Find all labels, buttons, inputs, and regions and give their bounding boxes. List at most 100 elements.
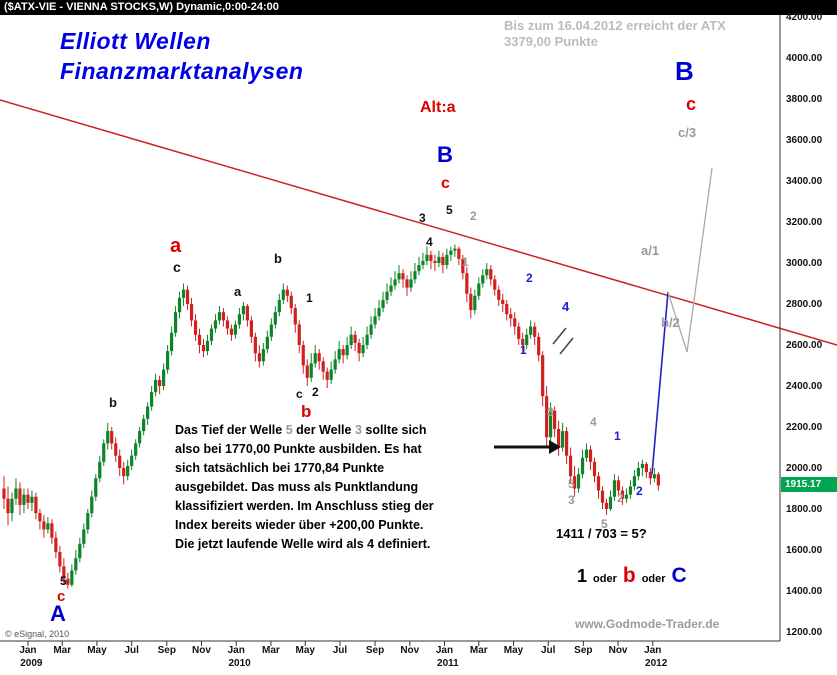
candle-body: [592, 461, 597, 477]
candle-body: [150, 392, 154, 407]
candle-body: [421, 260, 425, 266]
candle-body: [18, 488, 22, 505]
candle-body: [525, 334, 529, 345]
resistance-trendline: [0, 99, 837, 346]
projection-wave-c: [686, 167, 713, 353]
candle-body: [229, 328, 234, 335]
candle-body: [620, 490, 625, 499]
candle-body: [249, 320, 253, 337]
projection-wave-a: [651, 291, 669, 475]
candle-body: [353, 334, 357, 343]
candle-body: [261, 349, 265, 362]
candle-body: [154, 379, 158, 393]
candle-body: [265, 336, 269, 350]
candle-body: [189, 304, 194, 321]
candle-body: [616, 480, 621, 491]
candle-body: [309, 363, 313, 378]
candle-body: [393, 279, 397, 286]
candle-body: [513, 318, 517, 327]
candle-body: [98, 461, 102, 479]
candle-body: [612, 480, 617, 497]
candle-body: [162, 369, 166, 386]
wave4-slash-2: [559, 337, 574, 355]
candle-body: [481, 275, 485, 284]
candle-body: [269, 324, 273, 337]
forecast-line2: 3379,00 Punkte: [504, 34, 598, 49]
candle-body: [441, 256, 445, 266]
candle-body: [349, 334, 353, 345]
candle-body: [74, 558, 78, 571]
candle-body: [22, 494, 26, 505]
candle-body: [321, 361, 325, 372]
candle-body: [46, 523, 50, 530]
candle-body: [413, 271, 417, 280]
candle-body: [285, 289, 289, 296]
candle-body: [537, 336, 541, 356]
candle-body: [545, 396, 549, 438]
candle-body: [325, 371, 329, 380]
alternative-count: 1 oder b oder C: [577, 564, 687, 588]
candle-body: [50, 523, 54, 538]
candle-body: [273, 312, 277, 325]
candle-body: [66, 578, 70, 585]
candle-body: [425, 254, 429, 261]
candle-body: [521, 338, 525, 345]
candle-body: [409, 279, 413, 288]
candle-body: [369, 324, 373, 335]
candle-body: [122, 468, 126, 477]
candle-body: [86, 513, 90, 530]
candle-body: [656, 474, 660, 486]
candle-body: [557, 429, 561, 448]
candle-body: [584, 449, 589, 458]
ratio-note: 1411 / 703 = 5?: [556, 526, 647, 541]
candle-body: [54, 537, 58, 553]
candle-body: [205, 340, 210, 352]
brand-watermark: Elliott Wellen Finanzmarktanalysen: [60, 26, 303, 86]
candle-body: [78, 543, 82, 559]
candle-body: [561, 431, 565, 448]
candle-body: [345, 345, 349, 356]
candle-body: [281, 289, 285, 300]
candle-body: [253, 336, 257, 354]
candle-body: [241, 306, 245, 315]
candle-body: [401, 273, 405, 280]
candle-body: [385, 291, 389, 300]
candle-body: [564, 431, 569, 456]
candle-body: [173, 312, 178, 333]
candle-body: [505, 304, 509, 315]
candle-body: [30, 496, 34, 503]
candle-body: [146, 406, 150, 419]
candle-body: [177, 297, 182, 313]
candle-body: [644, 463, 648, 473]
candle-body: [213, 320, 218, 329]
candle-body: [301, 345, 305, 366]
note-line1-mid: der Welle: [292, 423, 355, 437]
forecast-line1: Bis zum 16.04.2012 erreicht der ATX: [504, 18, 726, 33]
candle-body: [453, 248, 457, 251]
candle-body: [209, 328, 214, 341]
candle-body: [449, 250, 453, 255]
candle-body: [377, 308, 381, 317]
title-bar: ($ATX-VIE - VIENNA STOCKS,W) Dynamic,0:0…: [0, 0, 837, 15]
candle-body: [237, 314, 242, 325]
candle-body: [14, 488, 18, 499]
candle-body: [433, 260, 437, 263]
candle-body: [34, 496, 38, 514]
candle-body: [201, 345, 206, 352]
candle-body: [42, 521, 46, 530]
candle-body: [138, 431, 142, 444]
note-wave3-ref: 3: [354, 423, 362, 437]
candle-body: [365, 334, 369, 345]
candle-body: [596, 476, 601, 491]
candle-body: [429, 254, 433, 261]
candle-body: [26, 494, 30, 503]
pointer-arrow-head: [549, 440, 561, 454]
candle-body: [225, 320, 230, 329]
alt-count-oder2: oder: [641, 573, 666, 585]
candle-body: [257, 353, 261, 362]
candle-body: [517, 326, 521, 339]
candle-body: [648, 472, 652, 479]
candle-body: [6, 498, 10, 514]
candle-body: [497, 289, 501, 300]
